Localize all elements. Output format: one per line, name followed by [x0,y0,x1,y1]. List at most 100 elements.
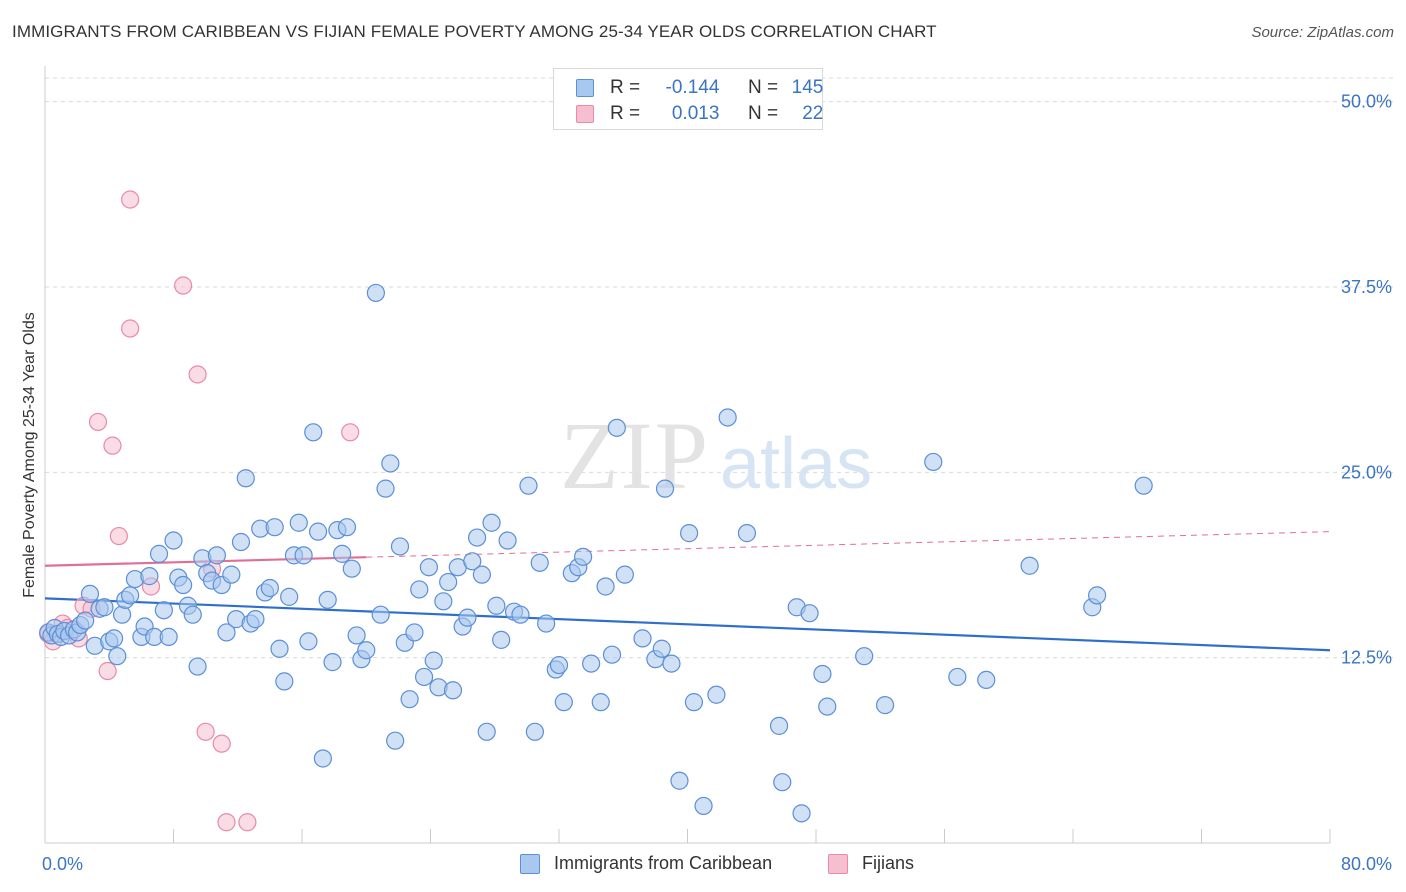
data-point-caribbean [188,657,207,676]
data-point-caribbean [154,601,173,620]
data-point-caribbean [607,418,626,437]
data-point-caribbean [573,547,593,566]
x-tick-label: 0.0% [42,854,83,874]
data-point-caribbean [1134,476,1153,495]
data-point-caribbean [1020,556,1039,575]
data-point-caribbean [443,681,463,700]
data-point-caribbean [511,605,530,624]
data-point-fijians [188,365,207,384]
data-point-caribbean [260,578,279,598]
data-point-caribbean [707,685,726,704]
data-point-caribbean [482,513,501,532]
axes [44,66,1331,844]
data-point-caribbean [183,605,202,624]
legend-label-caribbean: Immigrants from Caribbean [554,853,773,873]
pink-swatch-icon [828,854,848,874]
data-point-caribbean [80,584,100,604]
data-point-caribbean [800,604,819,623]
data-point-caribbean [977,670,996,690]
data-point-caribbean [875,696,895,715]
data-point-caribbean [405,623,424,642]
data-point-caribbean [419,558,438,577]
data-point-caribbean [104,629,124,648]
data-point-caribbean [381,454,400,473]
r-label: R = [610,77,641,98]
data-point-caribbean [948,667,967,687]
data-point-caribbean [467,528,487,547]
data-point-caribbean [149,544,169,563]
data-point-caribbean [323,653,342,672]
legend-label-fijians: Fijians [862,853,915,873]
data-point-caribbean [813,664,832,684]
data-point-caribbean [718,408,737,427]
n-value: 145 [791,77,824,98]
data-point-caribbean [108,647,127,666]
data-point-fijians [121,190,140,209]
data-point-caribbean [477,722,496,741]
n-label: N = [747,103,779,124]
data-point-caribbean [680,524,699,543]
data-point-caribbean [492,630,511,649]
y-tick-label: 37.5% [1341,277,1392,297]
r-value: 0.013 [671,103,720,124]
data-point-caribbean [275,672,294,691]
data-point-caribbean [313,749,332,768]
data-point-caribbean [222,565,241,584]
data-point-caribbean [596,577,615,596]
data-point-caribbean [633,629,652,648]
data-point-caribbean [299,632,318,651]
data-point-caribbean [231,532,251,552]
data-point-caribbean [318,590,337,609]
data-point-fijians [212,734,231,753]
data-point-fijians [238,813,257,832]
data-point-caribbean [424,651,443,670]
y-tick-label: 25.0% [1341,462,1392,482]
chart-title: IMMIGRANTS FROM CARIBBEAN VS FIJIAN FEMA… [12,22,937,41]
watermark-atlas: atlas [720,424,872,504]
data-point-caribbean [265,518,284,537]
data-point-caribbean [525,722,545,741]
n-label: N = [747,77,779,98]
data-point-caribbean [246,610,265,629]
x-tick-label: 80.0% [1341,854,1392,874]
data-point-caribbean [670,771,689,790]
data-point-caribbean [615,565,634,584]
data-point-caribbean [400,690,419,709]
r-value: -0.144 [665,77,720,98]
data-point-caribbean [684,693,704,712]
data-point-caribbean [342,559,361,578]
data-point-caribbean [390,537,410,556]
data-point-caribbean [333,544,352,563]
data-point-caribbean [366,283,385,303]
data-point-caribbean [591,693,610,712]
watermark-zip: ZIP [560,402,710,509]
n-value: 22 [802,103,824,124]
data-point-caribbean [207,546,226,565]
data-point-caribbean [174,575,193,595]
data-point-caribbean [280,587,299,606]
data-point-caribbean [662,654,681,673]
data-point-caribbean [439,572,458,592]
data-point-caribbean [582,654,601,673]
data-point-caribbean [304,423,323,442]
data-point-caribbean [530,553,549,572]
trend-line-dashed [366,531,1331,558]
trend-line [44,597,1331,652]
data-point-fijians [88,412,108,432]
data-point-caribbean [1087,586,1107,605]
data-point-caribbean [337,518,357,537]
data-point-caribbean [472,565,491,584]
data-point-caribbean [818,697,837,716]
gridlines [45,77,1396,659]
data-point-caribbean [737,524,757,543]
data-point-fijians [196,722,215,741]
data-point-caribbean [769,716,789,735]
y-tick-label: 50.0% [1341,92,1392,112]
trend-line-caribbean [44,597,1331,652]
data-point-caribbean [270,639,289,658]
data-point-caribbean [121,586,140,605]
data-point-caribbean [537,614,556,633]
data-point-fijians [121,319,140,338]
data-point-caribbean [487,596,506,615]
